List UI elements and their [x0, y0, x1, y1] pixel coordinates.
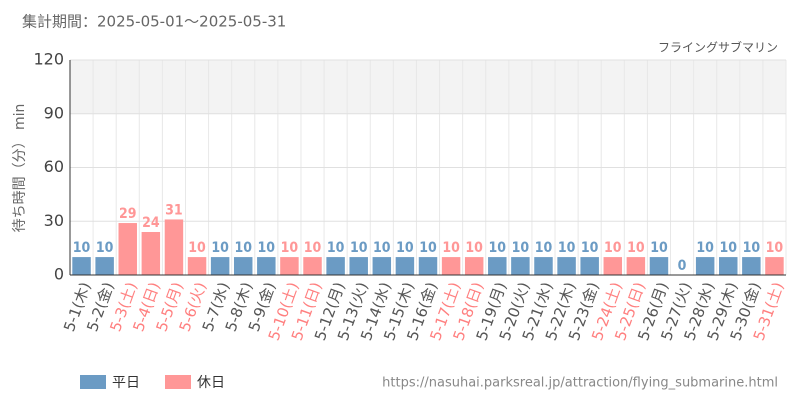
value-label: 10 — [396, 240, 414, 256]
value-label: 29 — [119, 206, 137, 222]
bar — [765, 257, 784, 275]
value-label: 10 — [535, 240, 553, 256]
bar — [72, 257, 91, 275]
y-tick-label: 120 — [33, 50, 64, 69]
value-label: 10 — [489, 240, 507, 256]
y-tick-label: 0 — [54, 265, 64, 284]
bar — [511, 257, 530, 275]
bar — [95, 257, 114, 275]
bar — [580, 257, 599, 275]
value-label: 10 — [581, 240, 599, 256]
bar — [257, 257, 276, 275]
value-label: 10 — [627, 240, 645, 256]
bar — [441, 257, 461, 275]
bar — [742, 257, 761, 275]
value-label: 10 — [96, 240, 114, 256]
bar — [464, 257, 484, 275]
bar — [210, 257, 230, 275]
value-label: 10 — [73, 240, 91, 256]
bar — [719, 257, 738, 275]
value-label: 10 — [419, 240, 437, 256]
value-label: 10 — [258, 240, 276, 256]
source-url: https://nasuhai.parksreal.jp/attraction/… — [382, 376, 778, 391]
value-label: 24 — [142, 215, 160, 231]
value-label: 10 — [650, 240, 668, 256]
value-label: 10 — [696, 240, 714, 256]
bar — [649, 257, 669, 275]
value-label: 31 — [165, 202, 183, 218]
bar — [303, 257, 322, 275]
bar — [349, 257, 368, 275]
value-label: 10 — [304, 240, 322, 256]
value-label: 10 — [211, 240, 229, 256]
bar — [233, 257, 253, 275]
legend-label: 平日 — [112, 375, 140, 391]
value-label: 10 — [281, 240, 299, 256]
value-label: 10 — [719, 240, 737, 256]
bar — [141, 232, 161, 275]
y-tick-label: 30 — [44, 211, 64, 230]
bar — [695, 257, 715, 275]
bar — [626, 257, 646, 275]
bar — [187, 257, 207, 275]
legend-swatch — [165, 375, 191, 389]
value-label: 10 — [604, 240, 622, 256]
bar — [280, 257, 299, 275]
bar — [372, 257, 392, 275]
chart-title: 集計期間：2025-05-01～2025-05-31 — [22, 13, 286, 31]
bar — [164, 219, 184, 275]
plot-band — [70, 60, 786, 114]
chart-subtitle: フライングサブマリン — [658, 40, 778, 55]
value-label: 10 — [465, 240, 483, 256]
value-label: 10 — [188, 240, 206, 256]
value-label: 10 — [558, 240, 576, 256]
bar — [326, 257, 345, 275]
bar — [418, 257, 438, 275]
bar — [488, 257, 507, 275]
bar — [603, 257, 623, 275]
bar — [557, 257, 576, 275]
bar — [534, 257, 553, 275]
value-label: 10 — [743, 240, 761, 256]
legend-label: 休日 — [197, 375, 225, 391]
value-label: 10 — [234, 240, 252, 256]
value-label: 10 — [766, 240, 784, 256]
y-tick-label: 60 — [44, 157, 64, 176]
value-label: 10 — [373, 240, 391, 256]
value-label: 0 — [678, 258, 687, 274]
y-tick-label: 90 — [44, 103, 64, 122]
value-label: 10 — [350, 240, 368, 256]
y-axis-label: 待ち時間（分） min — [12, 104, 28, 233]
legend-swatch — [80, 375, 106, 389]
value-label: 10 — [512, 240, 530, 256]
value-label: 10 — [327, 240, 345, 256]
bar — [395, 257, 415, 275]
bar — [118, 223, 137, 275]
value-label: 10 — [442, 240, 460, 256]
